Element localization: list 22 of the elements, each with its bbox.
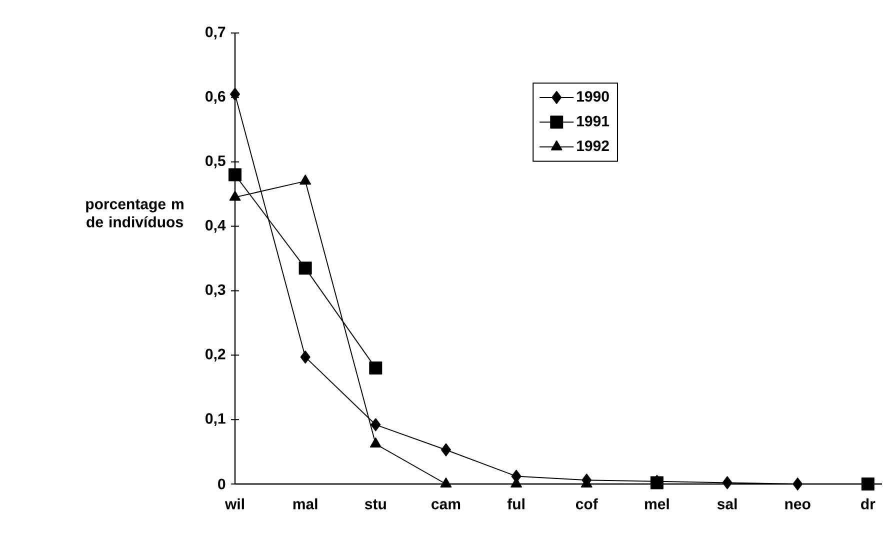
y-tick-label: 0,7 (206, 26, 226, 40)
legend-label: 1990 (577, 91, 609, 102)
y-tick-label: 0,4 (206, 220, 226, 233)
y-tick-label: 0,5 (206, 155, 226, 168)
x-tick-label: neo (785, 501, 810, 510)
y-tick-label: 0,1 (206, 413, 226, 426)
y-tick-label: 0,2 (206, 348, 226, 362)
y-tick-label: 0,3 (206, 284, 226, 298)
x-tick-label: stu (364, 499, 386, 510)
legend-label: 1992 (577, 140, 609, 152)
x-tick-label: sal (717, 498, 737, 510)
legend-label: 1991 (577, 116, 610, 126)
y-tick-label: 0,6 (206, 91, 226, 104)
x-tick-label: mal (293, 498, 318, 510)
x-tick-label: dr (861, 498, 876, 510)
y-axis-title: porcentage m de indivíduos (86, 199, 184, 228)
x-tick-label: cam (432, 501, 460, 510)
y-tick-label: 0 (218, 478, 226, 490)
x-tick-label: ful (507, 498, 524, 510)
x-tick-label: mel (645, 498, 669, 510)
x-tick-label: cof (576, 498, 598, 510)
x-tick-label: wil (224, 498, 244, 510)
